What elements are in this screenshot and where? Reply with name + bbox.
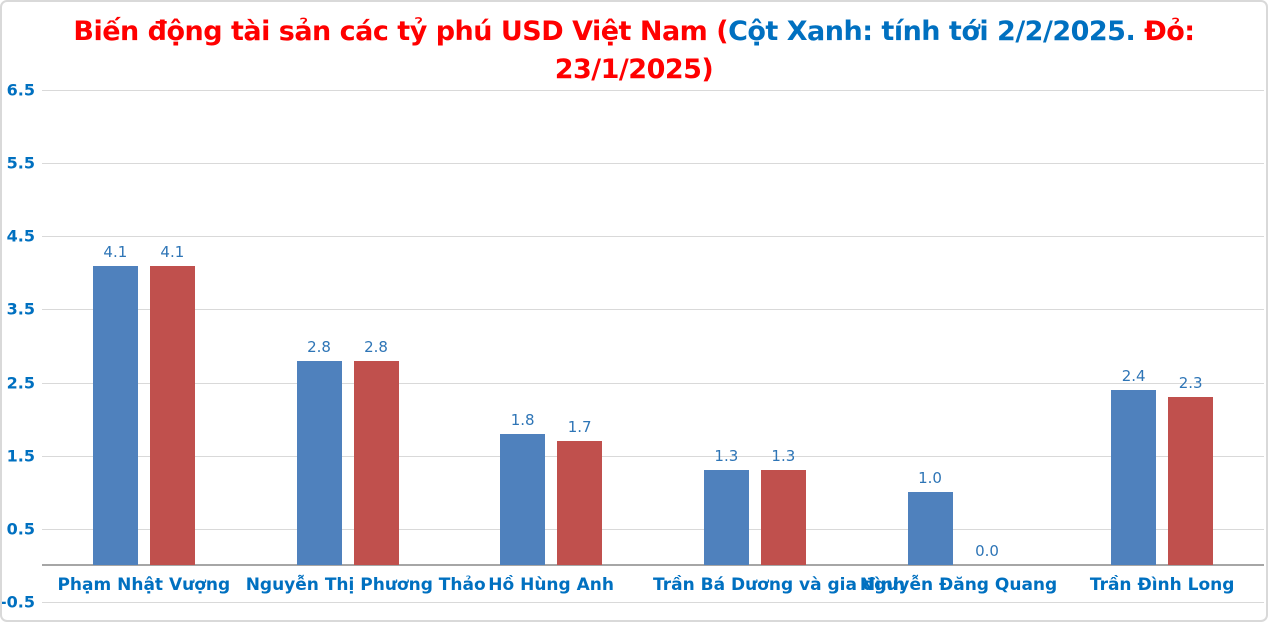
chart-title-line-2: 23/1/2025): [2, 51, 1266, 89]
plot-area: 4.1 4.1 Phạm Nhật Vượng 2.8 2.8 Nguyễn Thị Ph…: [42, 90, 1264, 603]
gridline: [42, 455, 1264, 457]
category-label: Phạm Nhật Vượng: [57, 575, 231, 596]
bar-value-label: 4.1: [160, 242, 185, 261]
y-tick-label: 0.5: [6, 519, 35, 539]
bar-value-label: 2.4: [1121, 366, 1146, 385]
bar-pair: 4.1 4.1: [92, 243, 195, 566]
y-tick-label: 3.5: [6, 299, 35, 319]
y-tick-label: 2.5: [6, 373, 35, 393]
bar-group: 1.0 0.0 Nguyễn Đăng Quang: [857, 90, 1061, 602]
bar-red: [557, 441, 603, 566]
bar-value-label: 2.3: [1178, 374, 1203, 393]
bar-slot: 1.8: [500, 411, 546, 566]
bar-slot: 4.1: [92, 243, 138, 566]
gridline: [42, 382, 1264, 384]
bar-value-label: 4.1: [103, 242, 128, 261]
bar-value-label: 0.0: [975, 542, 999, 561]
gridline: [42, 309, 1264, 311]
bar-group: 1.8 1.7 Hồ Hùng Anh: [449, 90, 653, 602]
y-tick-label: 4.5: [6, 226, 35, 246]
bar-value-label: 1.3: [771, 447, 796, 466]
bar-group: 2.8 2.8 Nguyễn Thị Phương Thảo: [245, 90, 486, 602]
bar-blue: [92, 265, 138, 566]
title-segment: 23/1/2025): [554, 54, 714, 85]
category-label: Trần Bá Dương và gia đình: [653, 575, 906, 596]
bar-red: [1168, 397, 1214, 566]
x-axis-line: [42, 564, 1264, 567]
bar-blue: [296, 360, 342, 566]
y-axis: 6.5 5.5 4.5 3.5 2.5 1.5 0.5 -0.5: [2, 81, 38, 612]
bar-value-label: 1.7: [567, 418, 592, 437]
title-segment: Biến động tài sản các tỷ phú USD Việt Na…: [73, 16, 729, 47]
bar-blue: [500, 433, 546, 566]
y-tick-label: -0.5: [0, 592, 35, 612]
bar-slot: 1.7: [557, 418, 603, 566]
bar-value-label: 1.0: [918, 469, 942, 488]
bar-slot: 1.0: [907, 469, 953, 566]
bar-pair: 1.0 0.0: [907, 469, 1010, 566]
title-segment: Cột Xanh: tính tới 2/2/2025.: [728, 16, 1136, 47]
gridline: [42, 602, 1264, 603]
bar-pair: 1.3 1.3: [703, 447, 806, 566]
chart-title-line-1: Biến động tài sản các tỷ phú USD Việt Na…: [2, 13, 1266, 51]
bar-value-label: 1.8: [510, 410, 535, 429]
bar-pair: 1.8 1.7: [500, 411, 603, 566]
bar-pair: 2.8 2.8: [296, 338, 399, 566]
bar-red: [760, 470, 806, 566]
gridline: [42, 90, 1264, 91]
chart-title: Biến động tài sản các tỷ phú USD Việt Na…: [2, 13, 1266, 89]
bar-group: 1.3 1.3 Trần Bá Dương và gia đình: [653, 90, 906, 602]
bar-slot: 2.3: [1168, 374, 1214, 566]
bar-blue: [703, 470, 749, 566]
bar-blue: [1111, 389, 1157, 566]
title-segment: Đỏ:: [1135, 16, 1195, 47]
bar-slot: 1.3: [760, 447, 806, 566]
bar-slot: 2.8: [353, 338, 399, 566]
bar-value-label: 2.8: [307, 337, 331, 356]
y-tick-label: 6.5: [6, 80, 35, 100]
bar-slot: 2.8: [296, 338, 342, 566]
y-tick-label: 1.5: [6, 446, 35, 466]
bar-red: [353, 360, 399, 566]
gridline: [42, 236, 1264, 238]
bar-group: 4.1 4.1 Phạm Nhật Vượng: [42, 90, 246, 602]
bar-group: 2.4 2.3 Trần Đình Long: [1060, 90, 1264, 602]
category-label: Nguyễn Đăng Quang: [859, 575, 1058, 596]
bar-blue: [907, 492, 953, 566]
bar-red: [149, 265, 195, 566]
category-label: Trần Đình Long: [1089, 575, 1235, 596]
bar-pair: 2.4 2.3: [1111, 367, 1214, 566]
bar-slot: 4.1: [149, 243, 195, 566]
category-label: Nguyễn Thị Phương Thảo: [245, 575, 486, 596]
bar-value-label: 1.3: [714, 447, 739, 466]
bar-value-label: 2.8: [364, 337, 388, 356]
gridline: [42, 528, 1264, 530]
category-label: Hồ Hùng Anh: [488, 575, 614, 596]
bar-slot: 1.3: [703, 447, 749, 566]
bar-slot: 2.4: [1111, 367, 1157, 566]
y-tick-label: 5.5: [6, 153, 35, 173]
gridline: [42, 163, 1264, 165]
